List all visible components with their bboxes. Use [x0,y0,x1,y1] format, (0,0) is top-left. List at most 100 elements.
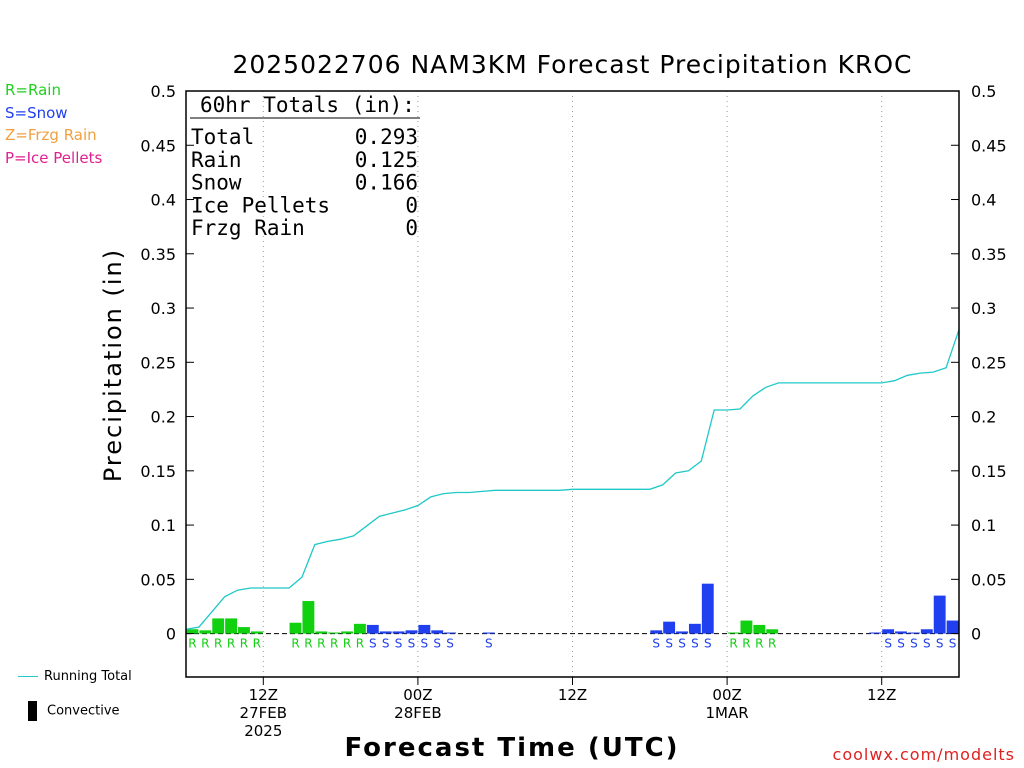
precip-bar-snow [920,629,933,634]
legend-frzg-rain: Z=Frzg Rain [5,126,97,144]
ptype-marker: R [356,637,364,651]
totals-label: Total [191,125,254,149]
x-tick-label: 12Z [867,686,896,704]
precip-bar-rain [199,630,212,634]
precip-bar-snow [392,631,405,634]
ptype-marker: S [884,637,892,651]
totals-label: Snow [191,171,242,195]
convective-legend: Convective [18,701,120,721]
running-total-legend: Running Total [18,669,132,684]
precip-bar-snow [418,624,431,634]
precip-bar-snow [366,624,379,634]
y-tick-label-right: 0.2 [971,408,996,427]
precip-bar-snow [379,631,392,634]
ptype-marker: S [936,637,944,651]
precip-bar-rain [302,601,315,634]
precip-bar-snow [405,630,418,634]
ptype-marker: S [369,637,377,651]
ptype-marker: S [652,637,660,651]
x-tick-label: 2025 [244,722,282,740]
precip-bar-snow [688,623,701,634]
running-total-line [185,329,960,630]
running-total-legend-label: Running Total [44,669,132,684]
ptype-marker: R [729,637,737,651]
y-tick-label-left: 0.05 [140,570,176,589]
ptype-marker: S [691,637,699,651]
totals-label: Ice Pellets [191,193,330,217]
ptype-marker: R [253,637,261,651]
totals-label: Frzg Rain [191,216,305,240]
ptype-marker: R [742,637,750,651]
y-tick-label-left: 0.3 [151,299,176,318]
precip-bar-snow [946,620,959,634]
ptype-marker: S [949,637,957,651]
precip-bar-snow [907,632,920,634]
y-tick-label-right: 0.1 [971,516,996,535]
ptype-marker: R [240,637,248,651]
y-tick-label-left: 0.2 [151,408,176,427]
precip-bar-rain [315,631,328,634]
precip-bar-snow [676,631,688,634]
precip-bar-snow [933,595,946,634]
y-tick-label-right: 0 [971,625,981,644]
precip-bar-rain [766,629,779,634]
precip-bar-rain [289,622,302,634]
y-tick-label-right: 0.25 [971,353,1007,372]
ptype-marker: R [227,637,235,651]
y-tick-label-right: 0.45 [971,136,1007,155]
y-tick-label-left: 0.45 [140,136,176,155]
ptype-marker: R [291,637,299,651]
y-tick-label-right: 0.15 [971,462,1007,481]
ptype-marker: R [304,637,312,651]
ptype-marker: S [395,637,403,651]
ptype-marker: S [433,637,441,651]
totals-value: 0 [405,193,418,217]
ptype-marker: R [330,637,338,651]
plot-frame [185,90,960,678]
ptype-marker: R [317,637,325,651]
x-axis-label: Forecast Time (UTC) [344,733,680,763]
ptype-marker: R [768,637,776,651]
y-tick-label-right: 0.35 [971,245,1007,264]
x-tick-label: 12Z [558,686,587,704]
chart-title: 2025022706 NAM3KM Forecast Precipitation… [232,50,913,79]
y-tick-label-left: 0.25 [140,353,176,372]
precip-bar-snow [869,632,882,634]
totals-header: 60hr Totals (in): [200,93,415,117]
ptype-marker: S [382,637,390,651]
convective-bar-icon [28,701,37,721]
ptype-marker: S [485,637,493,651]
y-tick-label-left: 0.4 [151,191,176,210]
y-tick-label-right: 0.4 [971,191,996,210]
precip-bar-rain [225,618,238,634]
ptype-marker: S [678,637,686,651]
ptype-marker: S [665,637,673,651]
ptype-marker: S [923,637,931,651]
ptype-marker: R [343,637,351,651]
ptype-marker: R [755,637,763,651]
precip-bar-rain [238,627,250,634]
precip-bar-snow [650,630,663,634]
ptype-marker: S [408,637,416,651]
y-tick-label-right: 0.5 [971,82,996,101]
ptype-marker: S [897,637,905,651]
y-tick-label-left: 0 [166,625,176,644]
precip-bar-rain [186,629,199,634]
y-tick-label-right: 0.3 [971,299,996,318]
totals-value: 0 [405,216,418,240]
running-total-line-icon [18,676,38,677]
x-tick-label: 27FEB [240,704,287,722]
x-tick-label: 28FEB [394,704,441,722]
y-tick-label-left: 0.1 [151,516,176,535]
x-tick-label: 00Z [712,686,741,704]
precip-bar-snow [444,632,457,634]
ptype-marker: R [214,637,222,651]
precip-bar-rain [328,632,341,634]
legend-ice-pellets: P=Ice Pellets [5,149,103,167]
precip-bar-rain [353,623,366,634]
ptype-marker: S [704,637,712,651]
precip-bar-rain [740,620,753,634]
totals-value: 0.125 [355,148,418,172]
y-tick-label-right: 0.05 [971,570,1007,589]
credit-text: coolwx.com/modelts [832,745,1015,764]
